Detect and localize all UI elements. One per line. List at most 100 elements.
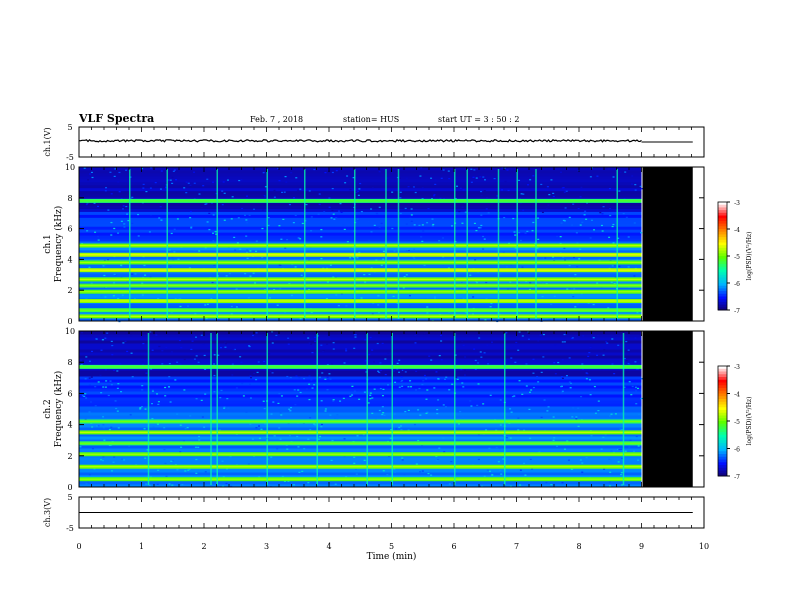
ch1-spectrogram-pixel: [484, 319, 487, 321]
ch2-spectrogram-pixel: [324, 408, 327, 410]
ch2-spectrogram-pixel: [353, 390, 356, 392]
ch2-spectrogram-pixel: [517, 429, 520, 431]
ch2-spectrogram-pixel: [422, 380, 425, 382]
ch1-spectrogram-pixel: [367, 221, 370, 223]
ch2-spectrogram-pixel: [519, 484, 522, 486]
x-tick-label: 10: [699, 542, 709, 551]
ch2-spectrogram-colorbar-cell: [718, 456, 727, 460]
ch2-spectrogram-pixel: [94, 386, 97, 388]
ch2-spectrogram-pixel: [536, 376, 539, 378]
ch1-spectrogram-pixel: [225, 275, 228, 277]
ch2-spectrogram-pixel: [108, 444, 111, 447]
ch1-spectrogram-colorbar-cell: [718, 256, 727, 260]
ch1-spectrogram-pixel: [419, 175, 422, 177]
ch2-spectrogram-pixel: [288, 408, 291, 410]
ch2-spectrogram-pixel: [226, 398, 229, 400]
ch2-spectrogram-pixel: [313, 423, 316, 425]
ch1-spectrogram-pixel: [246, 257, 249, 259]
ch1-spectrogram-pixel: [482, 235, 485, 238]
ch2-spectrogram-pixel: [276, 448, 279, 450]
ch2-spectrogram-pixel: [635, 403, 638, 405]
ch1-spectrogram-pixel: [625, 216, 628, 218]
ch1-spectrogram-bg-row: [79, 217, 642, 221]
x-tick-label: 5: [389, 542, 394, 551]
ch2-spectrogram-colorbar-cell: [718, 473, 727, 477]
ch2-spectrogram-bg-row: [79, 403, 642, 407]
ch2-spectrogram-pixel: [570, 382, 573, 384]
ch2-spectrogram-pixel: [195, 398, 198, 400]
ch1-spectrogram-pixel: [87, 179, 90, 181]
ch1-spectrogram-pixel: [86, 230, 89, 232]
ch1-spectrogram-pixel: [434, 179, 437, 181]
ch1-spectrogram-pixel: [279, 288, 282, 290]
ch2-spectrogram-pixel: [198, 435, 201, 438]
ch1-spectrogram-pixel: [241, 207, 244, 210]
ch2-spectrogram-pixel: [575, 418, 578, 420]
ch1-spectrogram-pixel: [160, 170, 163, 172]
ch2-spectrogram-pixel: [191, 340, 194, 342]
ch1-spectrogram-pixel: [358, 251, 361, 253]
ch2-spectrogram-pixel: [126, 350, 129, 353]
ch1-spectrogram-colorbar-cell: [718, 293, 727, 297]
ch1-spectrogram-pixel: [121, 294, 124, 296]
ch2-spectrogram-colorbar-cell: [718, 371, 727, 375]
ch2-spectrogram-pixel: [204, 393, 207, 395]
ch1-spectrogram-pixel: [310, 230, 313, 232]
ch1-spectrogram-pixel: [169, 266, 172, 268]
ch1-spectrogram-pixel: [252, 272, 255, 274]
ch2-spectrogram-pixel: [253, 372, 256, 375]
ch2-spectrogram-pixel: [142, 343, 145, 345]
ch1-spectrogram-pixel: [125, 169, 128, 171]
ch2-spectrogram-bg-row: [79, 352, 642, 356]
ch1-spectrogram-pixel: [307, 288, 310, 291]
ch2-spectrogram-pixel: [202, 343, 205, 345]
ch2-spectrogram-pixel: [419, 414, 422, 416]
ch2-spectrogram-pixel: [577, 407, 580, 409]
ch1-spectrogram-pixel: [123, 226, 126, 228]
ch2-spectrogram-pixel: [104, 337, 107, 339]
ch1-spectrogram-pixel: [228, 272, 231, 275]
ch2-spectrogram-pixel: [633, 450, 636, 452]
x-tick-label: 1: [139, 542, 144, 551]
ch2-spectrogram-pixel: [421, 470, 424, 472]
ch2-spectrogram-pixel: [301, 470, 304, 472]
ch1-spectrogram-pixel: [421, 198, 424, 200]
ch2-spectrogram-pixel: [223, 406, 226, 408]
ch1-spectrogram-pixel: [640, 232, 643, 234]
ch2-spectrogram-pixel: [88, 384, 91, 386]
ch1-spectrogram-pixel: [215, 233, 218, 235]
ch2-spectrogram-pixel: [260, 428, 263, 430]
ch2-spectrogram-pixel: [415, 463, 418, 465]
ch2-spectrogram-band-core: [79, 366, 642, 368]
ch2-spectrogram-colorbar-cell: [718, 426, 727, 430]
ch1-spectrogram-pixel: [575, 232, 578, 234]
ch2-spectrogram-pixel: [530, 389, 533, 391]
ch1-spectrogram-colorbar-cell: [718, 291, 727, 295]
ch2-spectrogram-bg-row: [79, 457, 642, 461]
ch1-spectrogram-pixel: [560, 222, 563, 224]
ch1-spectrogram-pixel: [434, 296, 437, 298]
ch2-spectrogram-pixel: [407, 386, 410, 388]
ch1-spectrogram-colorbar-cell: [718, 237, 727, 241]
ch1-spectrogram-pixel: [613, 282, 616, 285]
ch1-spectrogram-pixel: [320, 236, 323, 238]
ch1-spectrogram-pixel: [514, 247, 517, 249]
ch2-spectrogram-pixel: [394, 381, 397, 383]
ch1-spectrogram-pixel: [133, 297, 136, 300]
ch2-spectrogram-pixel: [383, 414, 386, 417]
ch2-spectrogram-colorbar-cell: [718, 443, 727, 447]
ch2-spectrogram-pixel: [401, 457, 404, 459]
ch2-spectrogram-pixel: [122, 342, 125, 344]
ch2-spectrogram-pixel: [102, 456, 105, 458]
ch2-spectrogram-pixel: [388, 455, 391, 458]
ch1-spectrogram-pixel: [382, 250, 385, 252]
ch2-spectrogram-pixel: [400, 429, 403, 431]
ch1-spectrogram-bg-row: [79, 306, 642, 310]
ch2-spectrogram-pixel: [279, 438, 282, 440]
ch1-spectrogram-pixel: [454, 198, 457, 200]
ch2-spectrogram-pixel: [437, 399, 440, 401]
ch1-spectrogram-pixel: [476, 281, 479, 284]
ch2-spectrogram-pixel: [395, 428, 398, 430]
ch2-spectrogram-bg-row: [79, 439, 642, 443]
ch1-spectrogram-pixel: [162, 173, 165, 175]
